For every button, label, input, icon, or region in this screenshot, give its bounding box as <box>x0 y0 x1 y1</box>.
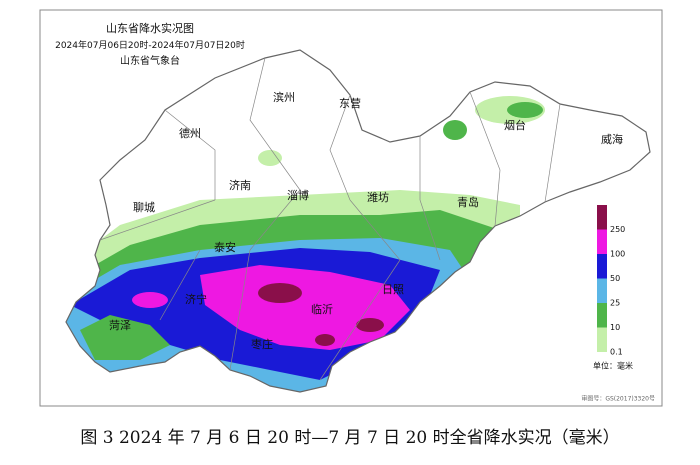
legend-band <box>597 205 607 230</box>
city-label: 泰安 <box>214 240 236 254</box>
city-label: 烟台 <box>504 118 526 132</box>
legend-band <box>597 327 607 352</box>
city-label: 滨州 <box>273 90 295 104</box>
map-title: 山东省降水实况图 <box>106 21 194 35</box>
legend-band <box>597 254 607 279</box>
map-issuer: 山东省气象台 <box>120 54 180 67</box>
city-borders <box>99 57 561 381</box>
legend-tick-label: 250 <box>610 225 625 234</box>
city-label: 青岛 <box>457 195 479 209</box>
city-label: 淄博 <box>287 189 309 202</box>
city-label: 东营 <box>339 96 361 110</box>
legend-tick-label: 50 <box>610 274 620 283</box>
city-label: 菏泽 <box>109 319 131 332</box>
legend-band <box>597 229 607 254</box>
city-label: 济南 <box>229 178 251 192</box>
city-label: 济宁 <box>185 292 207 306</box>
legend-tick-label: 10 <box>610 323 620 332</box>
legend-unit: 单位：毫米 <box>593 361 633 371</box>
map-period: 2024年07月06日20时-2024年07月07日20时 <box>55 39 245 51</box>
legend-tick-label: 25 <box>610 299 620 308</box>
city-label: 枣庄 <box>251 337 273 351</box>
figure-caption: 图 3 2024 年 7 月 6 日 20 时—7 月 7 日 20 时全省降水… <box>80 428 619 448</box>
approval-number: 审图号：GS(2017)3320号 <box>581 395 655 403</box>
city-label: 聊城 <box>133 200 155 214</box>
legend-tick-label: 0.1 <box>610 348 623 357</box>
city-label: 德州 <box>179 126 201 140</box>
legend-band <box>597 278 607 303</box>
legend-band <box>597 303 607 328</box>
legend-tick-label: 100 <box>610 250 625 259</box>
city-label: 潍坊 <box>367 190 389 204</box>
city-label: 日照 <box>382 283 404 296</box>
city-label: 威海 <box>601 132 623 146</box>
city-label: 临沂 <box>311 302 333 316</box>
